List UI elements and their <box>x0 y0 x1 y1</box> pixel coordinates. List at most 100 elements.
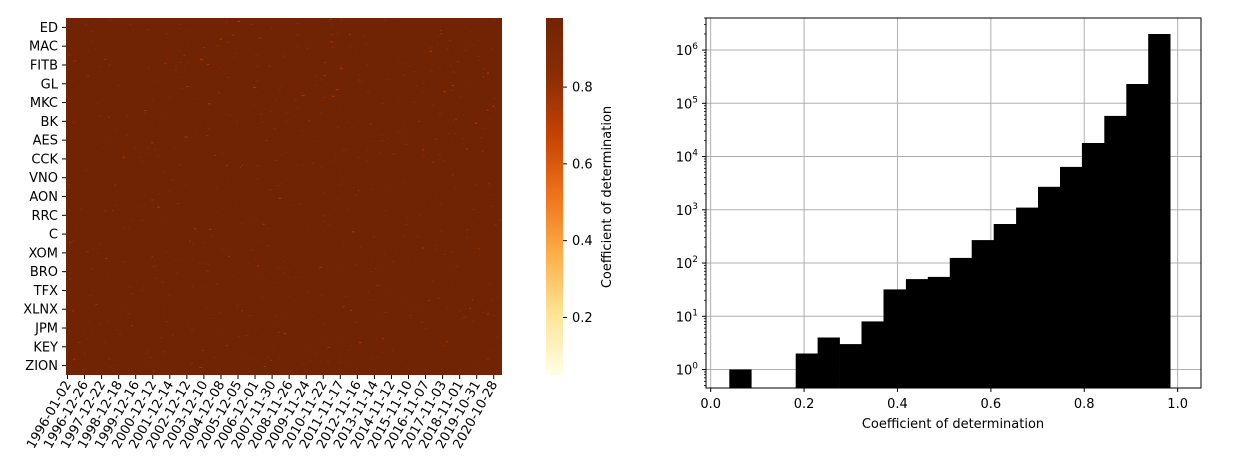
heatmap-cell <box>455 314 457 316</box>
heatmap-cell <box>237 31 240 33</box>
heatmap-cell <box>358 342 362 344</box>
heatmap-cell <box>151 256 154 258</box>
heatmap-cell <box>432 161 435 163</box>
heatmap-cell <box>388 261 390 263</box>
heatmap-cell <box>144 219 148 221</box>
heatmap-cell <box>146 356 148 358</box>
heatmap-cell <box>451 85 454 86</box>
heatmap-cell <box>370 270 373 272</box>
heatmap-cell <box>282 272 286 274</box>
heatmap-cell <box>479 141 481 143</box>
heatmap-cell <box>358 79 362 81</box>
heatmap-cell <box>129 220 133 221</box>
heatmap-cell <box>440 29 442 31</box>
heatmap-cell <box>384 253 386 255</box>
heatmap-cell <box>349 45 352 47</box>
heatmap-cell <box>152 100 154 101</box>
heatmap-cell <box>98 115 102 117</box>
heatmap-cell <box>133 148 136 150</box>
heatmap-cell <box>96 252 100 254</box>
heatmap-cell <box>216 333 220 335</box>
heatmap-cell <box>282 55 287 57</box>
heatmap-cell <box>241 223 244 225</box>
heatmap-cell <box>128 286 132 288</box>
heatmap-cell <box>465 82 468 84</box>
heatmap-cell <box>442 345 446 347</box>
heatmap-cell <box>484 300 487 302</box>
heatmap-cell <box>170 31 173 32</box>
heatmap-cell <box>140 337 144 339</box>
heatmap-cell <box>98 324 100 326</box>
heatmap-cell <box>191 243 195 244</box>
heatmap-cell <box>227 181 229 183</box>
heatmap-cell <box>379 135 383 137</box>
heatmap-cell <box>255 328 258 330</box>
heatmap-cell <box>396 229 398 231</box>
heatmap-cell <box>374 268 377 270</box>
heatmap-cell <box>183 66 186 68</box>
heatmap-cell <box>488 185 492 187</box>
heatmap-cells <box>66 18 502 375</box>
heatmap-cell <box>301 130 304 132</box>
histogram-axes-frame <box>705 17 1202 389</box>
heatmap-cell <box>477 39 481 41</box>
histogram-bar <box>729 369 752 388</box>
heatmap-cell <box>67 24 70 26</box>
heatmap-cell <box>91 30 94 32</box>
heatmap-cell <box>259 154 262 156</box>
heatmap-cell <box>156 173 160 175</box>
heatmap-cell <box>315 75 318 77</box>
heatmap-cell <box>260 352 262 354</box>
histogram-bar <box>927 276 951 388</box>
heatmap-cell <box>255 80 260 82</box>
heatmap-cell <box>430 205 433 207</box>
heatmap-cell <box>405 297 408 299</box>
heatmap-cell <box>471 320 475 322</box>
heatmap-cell <box>353 187 356 189</box>
heatmap-cell <box>322 220 324 222</box>
heatmap-cell <box>75 115 78 117</box>
heatmap-cell <box>267 356 270 358</box>
heatmap-cell <box>398 98 400 100</box>
histogram-bar <box>839 344 862 388</box>
heatmap-cell <box>166 191 171 193</box>
heatmap-cell <box>365 160 368 162</box>
histogram-bar <box>949 257 973 388</box>
heatmap-cell <box>67 257 69 259</box>
heatmap-cell <box>207 264 211 266</box>
heatmap-cell <box>335 89 339 91</box>
heatmap-cell <box>433 267 435 269</box>
heatmap-cell <box>83 352 86 354</box>
heatmap-cell <box>368 135 371 137</box>
heatmap-cell <box>429 50 433 52</box>
heatmap-cell <box>422 155 426 157</box>
heatmap-cell <box>493 20 496 22</box>
heatmap-cell <box>82 369 86 371</box>
heatmap-cell <box>203 73 205 75</box>
heatmap-cell <box>455 118 458 120</box>
heatmap-cell <box>354 321 358 323</box>
heatmap-cell <box>380 317 384 319</box>
heatmap-cell <box>452 205 455 207</box>
heatmap-cell <box>347 256 350 258</box>
heatmap-cell <box>285 364 287 366</box>
heatmap-cell <box>136 84 140 86</box>
heatmap-cell <box>172 345 176 347</box>
heatmap-cell <box>175 175 177 177</box>
heatmap-cell <box>162 351 166 353</box>
heatmap-cell <box>247 330 250 332</box>
heatmap-cell <box>103 342 106 344</box>
histogram-y-tick-label: 101 <box>676 308 698 325</box>
heatmap-cell <box>191 310 194 312</box>
heatmap-cell <box>306 177 309 179</box>
heatmap-cell <box>121 158 125 160</box>
heatmap-cell <box>212 318 214 320</box>
heatmap-cell <box>99 66 103 68</box>
heatmap-cell <box>403 124 407 126</box>
heatmap-cell <box>201 154 203 156</box>
heatmap-cell <box>122 156 125 158</box>
heatmap-cell <box>214 155 216 156</box>
heatmap-cell <box>288 271 291 273</box>
heatmap-cell <box>331 95 335 97</box>
histogram-bar <box>971 240 994 388</box>
